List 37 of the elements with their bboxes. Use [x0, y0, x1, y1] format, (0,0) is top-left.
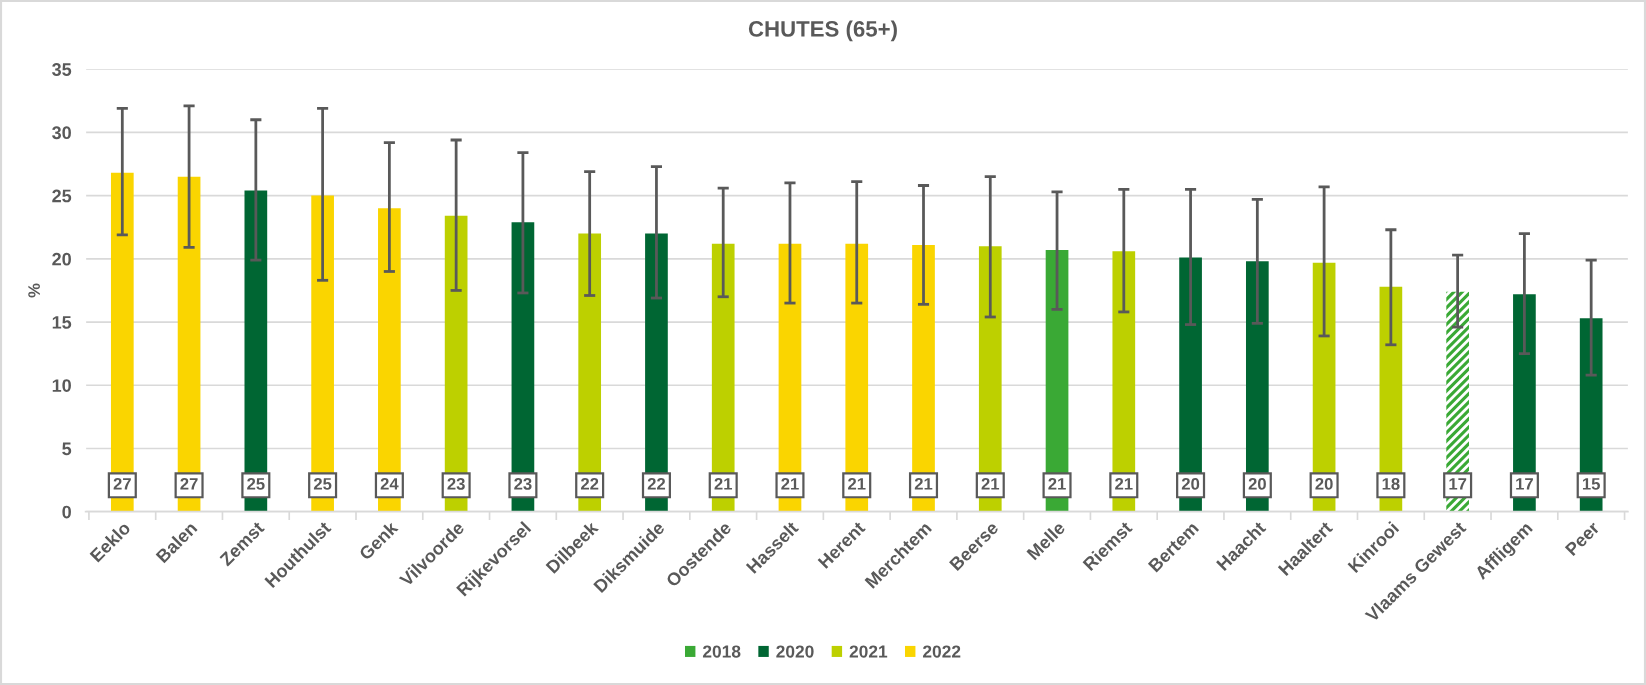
y-tick-label: 35 [52, 63, 72, 76]
data-label: 22 [580, 477, 599, 490]
y-tick-label: 10 [52, 379, 71, 392]
data-label: 27 [113, 477, 131, 490]
y-tick-label: 15 [52, 316, 72, 329]
data-label: 15 [1582, 478, 1600, 490]
data-label: 24 [380, 477, 399, 490]
data-label: 27 [180, 477, 198, 490]
data-label: 17 [1449, 478, 1467, 490]
data-label: 25 [313, 477, 332, 490]
data-label: 23 [514, 477, 532, 490]
y-tick-label: 5 [62, 442, 72, 456]
data-label: 25 [247, 477, 265, 490]
data-label: 23 [447, 477, 465, 490]
data-label: 21 [714, 477, 733, 490]
data-label: 21 [848, 477, 866, 490]
data-label: 20 [1315, 477, 1333, 490]
legend-label: 2020 [776, 645, 814, 658]
y-tick-label: 30 [52, 126, 71, 140]
chart-title: CHUTES (65+) [748, 20, 897, 42]
data-label: 21 [1115, 477, 1133, 490]
data-label: 21 [914, 477, 933, 490]
data-label: 21 [1048, 477, 1066, 490]
legend-label: 2018 [702, 645, 741, 658]
y-tick-label: 25 [52, 189, 72, 203]
y-tick-label: 20 [52, 252, 71, 266]
data-label: 22 [647, 477, 666, 490]
y-axis-title: % [28, 283, 40, 298]
data-label: 20 [1181, 477, 1200, 490]
data-label: 17 [1516, 478, 1533, 490]
data-label: 21 [981, 477, 1000, 490]
legend-label: 2021 [849, 645, 888, 658]
data-label: 18 [1382, 477, 1400, 490]
legend-label: 2022 [922, 645, 961, 658]
data-label: 20 [1248, 477, 1266, 490]
data-label: 21 [781, 477, 799, 490]
y-tick-label: 0 [62, 505, 71, 519]
